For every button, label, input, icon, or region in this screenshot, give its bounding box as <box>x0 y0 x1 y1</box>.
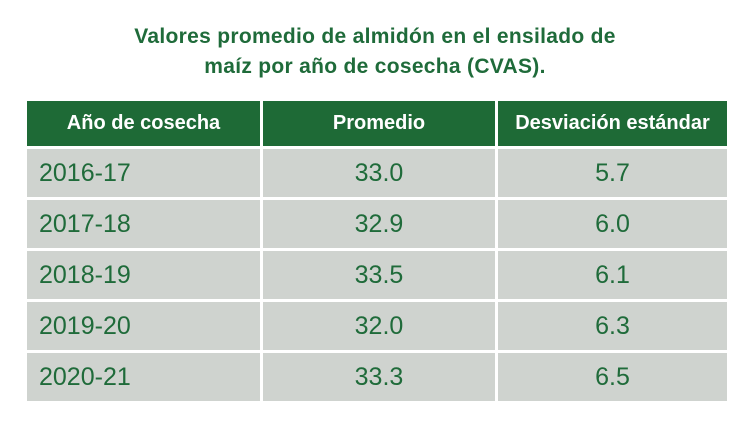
table-row: 2020-21 33.3 6.5 <box>27 353 727 404</box>
cell-average: 33.3 <box>263 353 498 404</box>
cell-harvest-year: 2018-19 <box>27 251 263 302</box>
table-row: 2017-18 32.9 6.0 <box>27 200 727 251</box>
header-row: Año de cosecha Promedio Desviación están… <box>27 101 727 149</box>
cell-std-dev: 6.0 <box>498 200 727 251</box>
table-title: Valores promedio de almidón en el ensila… <box>0 22 750 82</box>
table-title-line-1: Valores promedio de almidón en el ensila… <box>134 25 616 48</box>
starch-table: Año de cosecha Promedio Desviación están… <box>27 101 727 404</box>
cell-average: 33.0 <box>263 149 498 200</box>
cell-std-dev: 6.5 <box>498 353 727 404</box>
cell-std-dev: 6.1 <box>498 251 727 302</box>
header-std-dev: Desviación estándar <box>498 101 727 149</box>
cell-harvest-year: 2016-17 <box>27 149 263 200</box>
cell-harvest-year: 2019-20 <box>27 302 263 353</box>
header-average: Promedio <box>263 101 498 149</box>
cell-std-dev: 5.7 <box>498 149 727 200</box>
cell-std-dev: 6.3 <box>498 302 727 353</box>
table-row: 2019-20 32.0 6.3 <box>27 302 727 353</box>
table-row: 2018-19 33.5 6.1 <box>27 251 727 302</box>
cell-harvest-year: 2017-18 <box>27 200 263 251</box>
cell-average: 32.0 <box>263 302 498 353</box>
cell-average: 33.5 <box>263 251 498 302</box>
header-harvest-year: Año de cosecha <box>27 101 263 149</box>
cell-harvest-year: 2020-21 <box>27 353 263 404</box>
table-row: 2016-17 33.0 5.7 <box>27 149 727 200</box>
table-title-line-2: maíz por año de cosecha (CVAS). <box>204 55 546 78</box>
cell-average: 32.9 <box>263 200 498 251</box>
